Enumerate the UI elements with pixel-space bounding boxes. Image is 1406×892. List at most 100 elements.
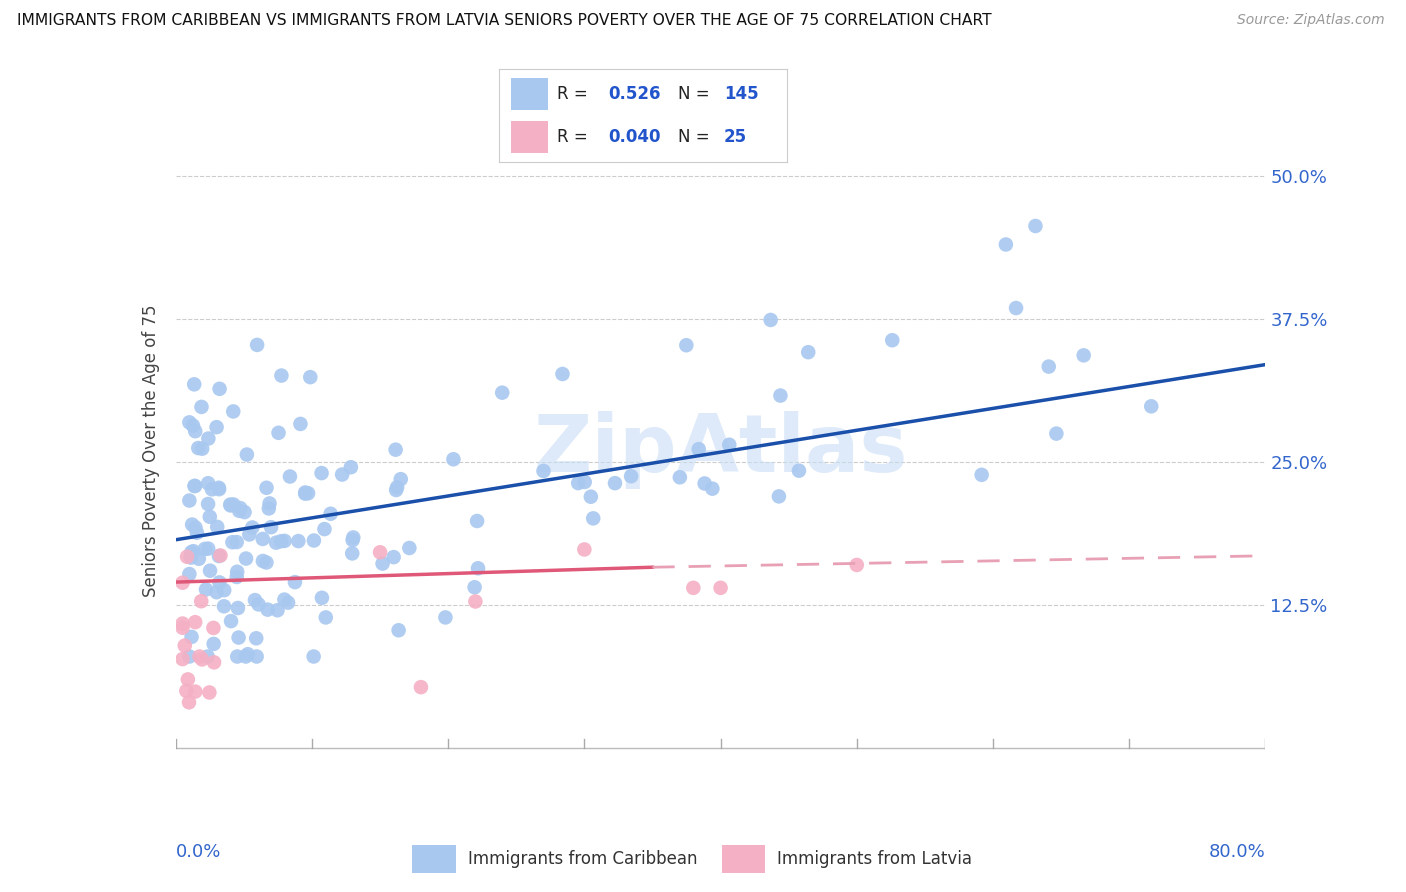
Point (180, 630, 202, 644)
Point (197, 541, 219, 556)
Point (277, 596, 299, 610)
Point (172, 575, 194, 590)
Text: Source: ZipAtlas.com: Source: ZipAtlas.com (1237, 13, 1385, 28)
Point (311, 466, 333, 480)
Point (270, 368, 292, 383)
Point (186, 525, 208, 540)
Point (222, 498, 245, 512)
Point (181, 418, 204, 433)
Point (297, 486, 319, 500)
Point (172, 616, 194, 631)
Point (252, 554, 274, 568)
Point (205, 585, 228, 599)
Point (245, 632, 267, 646)
Point (235, 649, 257, 664)
Point (208, 575, 231, 590)
Point (1140, 400, 1163, 414)
Point (970, 467, 993, 482)
Point (845, 558, 868, 572)
Point (467, 561, 489, 575)
Point (212, 583, 235, 598)
Point (385, 480, 408, 494)
Point (219, 614, 242, 628)
Point (787, 464, 810, 478)
Point (201, 483, 224, 497)
Point (797, 345, 820, 359)
Point (693, 476, 716, 491)
Point (172, 652, 194, 666)
Point (441, 452, 464, 467)
Text: R =: R = (557, 128, 593, 146)
Point (994, 237, 1017, 252)
Point (184, 424, 207, 438)
Point (579, 490, 602, 504)
Point (768, 489, 790, 503)
Point (212, 599, 235, 614)
Point (759, 313, 782, 327)
Point (183, 544, 205, 558)
Text: R =: R = (557, 85, 593, 103)
Point (202, 637, 225, 651)
Point (233, 505, 256, 519)
Point (228, 504, 250, 518)
Point (342, 531, 364, 545)
FancyBboxPatch shape (510, 78, 548, 110)
Point (603, 476, 626, 491)
Text: 0.040: 0.040 (609, 128, 661, 146)
Text: Immigrants from Caribbean: Immigrants from Caribbean (468, 849, 697, 868)
Point (302, 533, 325, 548)
Point (176, 683, 198, 698)
Point (1005, 301, 1028, 315)
Point (179, 493, 201, 508)
Point (180, 545, 202, 559)
Point (190, 400, 212, 414)
Point (209, 549, 232, 563)
Point (176, 549, 198, 564)
Point (319, 507, 342, 521)
Y-axis label: Seniors Poverty Over the Age of 75: Seniors Poverty Over the Age of 75 (142, 304, 160, 597)
Point (574, 542, 596, 557)
Point (270, 534, 292, 549)
Point (718, 438, 741, 452)
Point (267, 425, 290, 440)
FancyBboxPatch shape (412, 845, 456, 872)
Point (284, 575, 307, 590)
Point (236, 647, 259, 661)
Point (769, 388, 792, 402)
Point (208, 382, 231, 396)
Point (228, 631, 250, 645)
Point (226, 565, 249, 579)
Point (247, 598, 270, 612)
FancyBboxPatch shape (721, 845, 765, 872)
Point (389, 472, 412, 486)
Point (382, 550, 405, 565)
Point (198, 509, 221, 524)
Point (273, 533, 295, 548)
Point (177, 695, 200, 709)
Point (299, 370, 322, 384)
Point (208, 549, 231, 563)
Point (254, 556, 277, 570)
Point (219, 498, 242, 512)
Point (246, 649, 269, 664)
Point (229, 501, 252, 516)
Point (464, 594, 486, 608)
Point (236, 448, 259, 462)
Point (682, 581, 704, 595)
Point (256, 481, 278, 495)
Point (183, 377, 205, 392)
Point (179, 649, 201, 664)
Point (882, 333, 904, 347)
Point (181, 517, 204, 532)
Point (197, 476, 219, 491)
Point (371, 557, 394, 571)
Point (225, 535, 247, 549)
Point (197, 432, 219, 446)
Point (342, 533, 364, 547)
Point (465, 514, 488, 528)
Point (315, 610, 337, 624)
Point (669, 470, 692, 484)
Point (240, 520, 263, 534)
Point (188, 649, 211, 664)
Point (205, 520, 228, 534)
